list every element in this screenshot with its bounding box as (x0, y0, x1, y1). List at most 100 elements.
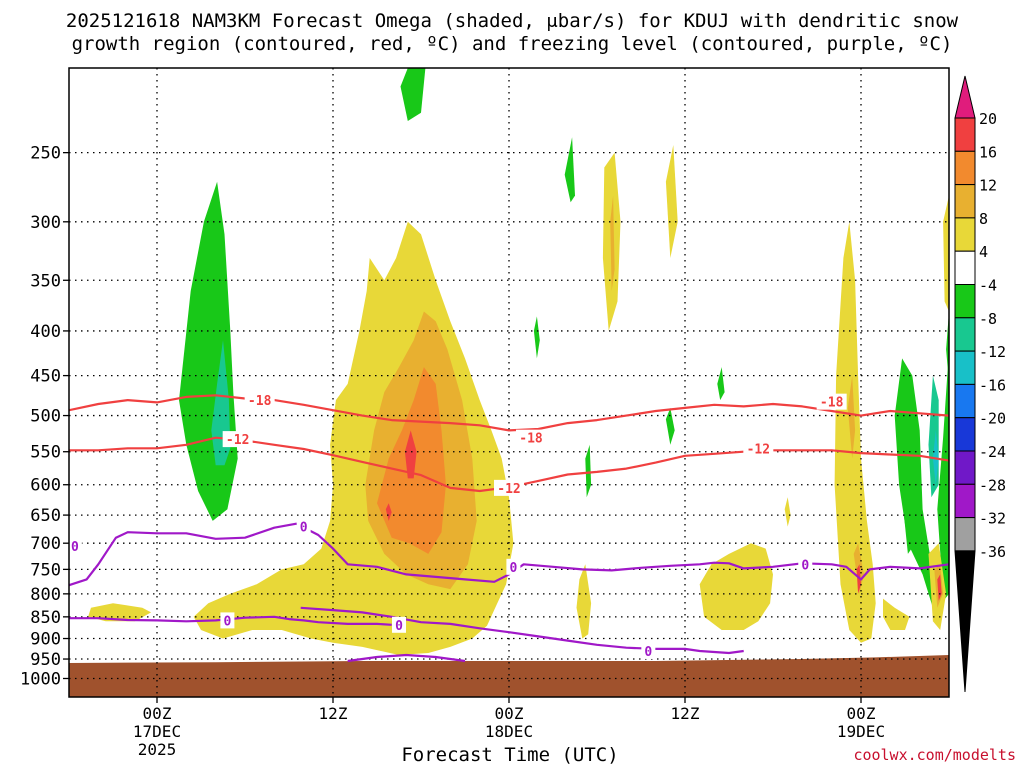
chart-title-line-2: growth region (contoured, red, ºC) and f… (71, 33, 953, 55)
colorbar-arrow-up (954, 75, 976, 119)
colorbar-label-1: 16 (979, 143, 997, 161)
y-tick-label-950: 950 (30, 650, 61, 670)
omega-region-3 (564, 137, 575, 203)
freezing-contour-label-bg-1 (506, 558, 521, 575)
omega-region-2 (400, 68, 426, 121)
omega-region-7 (665, 407, 675, 445)
y-tick-label-750: 750 (30, 560, 61, 580)
freezing-contour-label-bg-5 (392, 616, 406, 633)
colorbar-label-2: 12 (979, 177, 997, 195)
colorbar-bin-5 (954, 284, 976, 319)
source-credit: coolwx.com/modelts (853, 746, 1016, 764)
dgz-contour-label-bg-3 (516, 429, 546, 446)
freezing-contour-label-4: 0 (223, 614, 231, 629)
colorbar-label-13: -36 (979, 543, 1006, 561)
freezing-contour-line-4 (69, 615, 392, 626)
colorbar-bin-6 (954, 317, 976, 352)
colorbar-bin-7 (954, 350, 976, 385)
colorbar-bin-12 (954, 517, 976, 552)
x-tick-date-6: 17DEC (133, 722, 181, 741)
dgz-contour-label-bg-0 (244, 392, 275, 409)
freezing-contour-label-bg-0 (296, 518, 311, 535)
freezing-level-contours: 0 0 0 0 0 0 0 (69, 518, 949, 663)
omega-region-27 (856, 564, 861, 594)
y-tick-label-550: 550 (30, 443, 61, 463)
dgz-contour-label-4: -12 (497, 482, 520, 497)
freezing-contour-label-1: 0 (509, 561, 517, 576)
colorbar-bin-1 (954, 150, 976, 186)
dgz-contour-line-0 (69, 394, 949, 432)
freezing-contour-label-2: 0 (801, 558, 809, 573)
colorbar-label-9: -20 (979, 410, 1006, 428)
freezing-contour-label-5: 0 (395, 619, 403, 634)
omega-region-20 (665, 145, 678, 258)
y-tick-label-350: 350 (30, 271, 61, 291)
colorbar-bin-11 (954, 483, 976, 519)
freezing-contour-label-bg-4 (220, 612, 235, 629)
x-axis-title: Forecast Time (UTC) (401, 744, 619, 766)
y-tick-label-450: 450 (30, 367, 61, 387)
dgz-contour-label-2: -18 (820, 396, 844, 411)
colorbar-label-5: -4 (979, 277, 997, 295)
freezing-contour-label-6: 0 (644, 645, 652, 660)
omega-region-9 (902, 471, 916, 554)
freezing-contour-label-bg-3 (69, 537, 82, 554)
omega-region-25 (847, 375, 856, 459)
omega-region-19 (610, 195, 615, 291)
x-tick-year-6: 2025 (138, 740, 177, 759)
colorbar-label-10: -24 (979, 443, 1006, 461)
omega-region-31 (943, 195, 949, 312)
freezing-contour-label-3: 0 (71, 540, 79, 555)
freezing-contour-line-5 (300, 606, 744, 655)
dendritic-growth-contours: -18 -12 -18 -18 -12 -12 (69, 392, 949, 497)
freezing-contour-line-7 (347, 653, 466, 663)
y-tick-label-400: 400 (30, 322, 61, 342)
omega-region-23 (784, 497, 791, 527)
terrain-fill (69, 655, 949, 697)
colorbar-label-8: -16 (979, 376, 1006, 394)
colorbar-label-7: -12 (979, 343, 1006, 361)
y-tick-label-500: 500 (30, 407, 61, 427)
dgz-contour-label-3: -18 (519, 432, 543, 447)
colorbar-bin-9 (954, 417, 976, 452)
colorbar-bin-8 (954, 383, 976, 419)
omega-region-21 (576, 564, 592, 639)
colorbar-label-3: 8 (979, 210, 988, 228)
colorbar-bin-2 (954, 184, 976, 219)
y-tick-label-900: 900 (30, 630, 61, 650)
y-tick-label-850: 850 (30, 608, 61, 628)
freezing-contour-label-bg-6 (641, 642, 656, 659)
x-tick-label-18: 12Z (319, 704, 348, 723)
colorbar-label-6: -8 (979, 310, 997, 328)
dgz-contour-label-5: -12 (747, 442, 770, 457)
y-tick-label-600: 600 (30, 476, 61, 496)
chart-title-line-1: 2025121618 NAM3KM Forecast Omega (shaded… (65, 10, 959, 32)
omega-region-4 (533, 316, 540, 359)
omega-region-24 (834, 221, 876, 643)
colorbar-bin-10 (954, 450, 976, 485)
colorbar-label-11: -28 (979, 476, 1006, 494)
omega-region-17 (385, 503, 392, 521)
x-tick-date-54: 19DEC (837, 722, 885, 741)
colorbar-arrow-down (954, 550, 976, 693)
y-axis: 2503003504004505005506006507007508008509… (20, 144, 69, 689)
freezing-contour-label-bg-2 (798, 556, 813, 573)
omega-region-30 (937, 574, 942, 601)
omega-region-32 (883, 598, 910, 630)
colorbar: 20 16 12 8 4 -4 -8 -12 -16 -20 -24 -28 -32 -36 (954, 75, 1006, 693)
y-tick-label-650: 650 (30, 506, 61, 526)
y-tick-label-700: 700 (30, 534, 61, 554)
omega-region-22 (699, 543, 773, 630)
y-tick-label-300: 300 (30, 213, 61, 233)
colorbar-label-0: 20 (979, 110, 997, 128)
colorbar-bin-3 (954, 217, 976, 252)
y-tick-label-250: 250 (30, 144, 61, 164)
x-tick-label-54: 00Z (847, 704, 876, 723)
dgz-contour-label-bg-4 (494, 479, 524, 496)
y-tick-label-800: 800 (30, 585, 61, 605)
y-tick-label-1000: 1000 (20, 669, 61, 689)
x-tick-label-42: 12Z (671, 704, 700, 723)
dgz-contour-label-1: -12 (226, 433, 249, 448)
colorbar-label-4: 4 (979, 243, 988, 261)
